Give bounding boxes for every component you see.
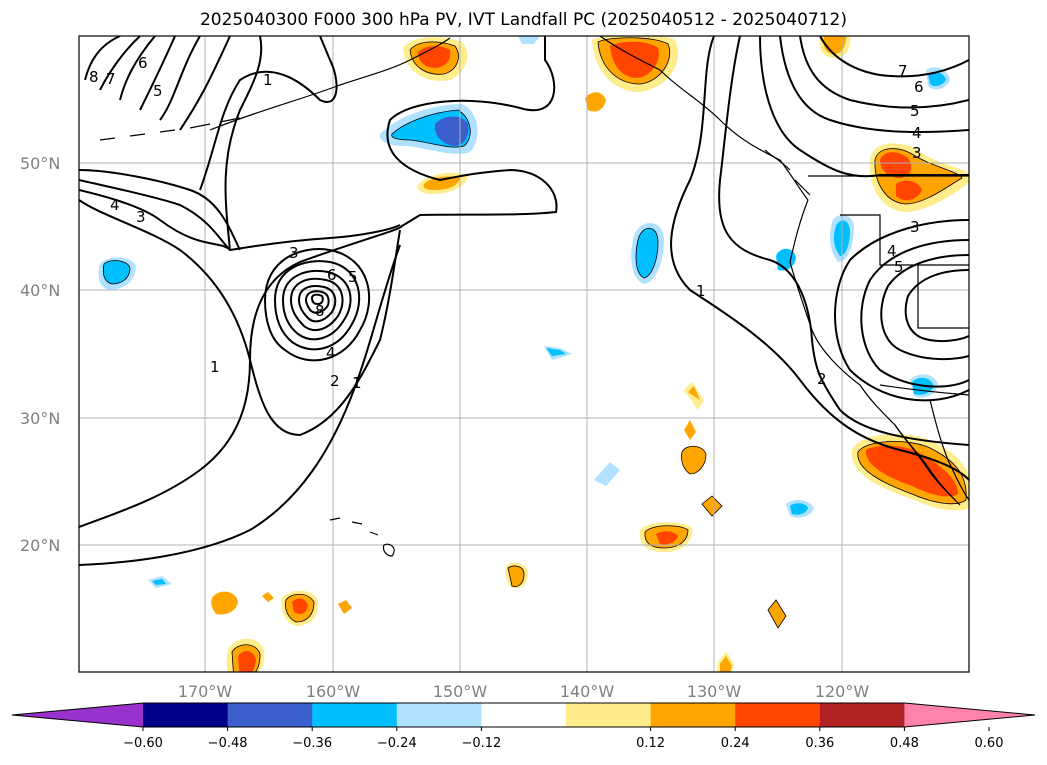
colorbar-segment [566,703,652,727]
map-frame [78,35,970,673]
contour-label: 6 [327,266,337,284]
colorbar-segment [481,703,567,727]
latitude-labels: 50°N 40°N 30°N 20°N [20,154,60,555]
contour-1-west [79,36,558,528]
contour-label: 1 [352,374,362,392]
lat-label-20n: 20°N [20,536,60,555]
contour-label: 5 [348,268,358,286]
contour-label: 4 [110,196,120,214]
contour-label: 3 [912,144,922,162]
contour-1-sw [79,244,401,566]
colorbar-tick-label: 0.60 [975,736,1004,751]
colorbar-segment [143,703,229,727]
pv-center-rings [263,248,371,362]
aleutians [99,117,241,141]
hawaii-islands [329,517,395,557]
colorbar-tick-label: −0.48 [208,736,248,751]
coast-mexico [929,399,969,501]
colorbar-tick-label: 0.24 [721,736,750,751]
colorbar-tick-label: 0.12 [636,736,665,751]
colorbar: −0.60 −0.48 −0.36 −0.24 −0.12 0.12 0.24 0.36 0.4… [11,702,1036,751]
contour-label: 6 [138,54,148,72]
border-us-mexico [879,384,969,396]
contour-label: 5 [153,82,163,100]
colorbar-tick-label: 0.48 [890,736,919,751]
colorbar-segment [735,703,821,727]
colorbar-extend-max [904,703,1035,727]
contour-label: 3 [910,218,920,236]
contour-nw-stack [84,36,121,81]
colorbar-segment [396,703,482,727]
lon-label-120w: 120°W [815,682,870,701]
lat-label-50n: 50°N [20,154,60,173]
contour-label: 4 [326,344,336,362]
colorbar-tick-label: −0.24 [377,736,417,751]
contour-label: 1 [210,358,220,376]
shading-outlines [102,37,967,672]
lon-label-140w: 140°W [560,682,615,701]
colorbar-segment [819,703,905,727]
contour-label: 3 [289,244,299,262]
contour-2-west [79,199,401,437]
lon-label-160w: 160°W [306,682,361,701]
colorbar-tick-label: −0.60 [123,736,163,751]
contour-label: 6 [914,78,924,96]
coast-baja [894,424,961,506]
coast-west-us [789,199,956,501]
contour-label: 4 [912,124,922,142]
contour-label: 2 [330,372,340,390]
lat-label-30n: 30°N [20,409,60,428]
bc-islands [764,149,811,196]
contour-label: 1 [696,282,706,300]
lon-label-130w: 130°W [687,682,742,701]
colorbar-segment [650,703,736,727]
contour-label: 8 [89,68,99,86]
contour-label: 7 [898,62,908,80]
positive-ivt-shading [211,36,969,672]
colorbar-segment [227,703,313,727]
lat-label-40n: 40°N [20,281,60,300]
contour-label: 7 [106,70,116,88]
colorbar-segment [312,703,398,727]
pv-contours [79,36,969,566]
contour-label: 2 [817,370,827,388]
contour-label: 5 [910,102,920,120]
longitude-labels: 170°W 160°W 150°W 140°W 130°W 120°W [178,682,870,701]
colorbar-tick-label: −0.36 [292,736,332,751]
contour-east-ring-outer [834,219,969,402]
state-borders [840,214,969,329]
coast-se-alaska [599,36,809,201]
contour-label-group: 1 6 5 8 7 4 3 3 6 5 8 4 2 1 1 1 2 7 6 5 … [89,54,924,392]
contour-label: 3 [136,208,146,226]
contour-label: 5 [894,258,904,276]
contour-1-east [670,36,969,481]
contour-label: 1 [263,71,273,89]
colorbar-tick-label: −0.12 [461,736,501,751]
lon-label-170w: 170°W [178,682,233,701]
coast-alaska [209,37,451,131]
colorbar-tick-label: 0.36 [805,736,834,751]
colorbar-extend-min [12,703,143,727]
map-title: 2025040300 F000 300 hPa PV, IVT Landfall… [199,10,847,30]
contour-label: 8 [315,302,325,320]
contour-label: 4 [887,242,897,260]
coastlines [99,36,969,557]
lon-label-150w: 150°W [433,682,488,701]
